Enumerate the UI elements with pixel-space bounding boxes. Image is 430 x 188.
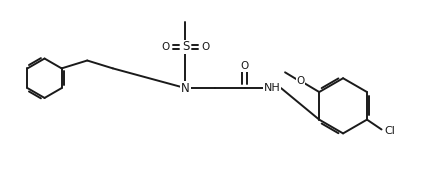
Text: S: S: [182, 40, 189, 53]
Text: NH: NH: [264, 83, 280, 93]
Text: O: O: [162, 42, 170, 52]
Text: O: O: [240, 61, 249, 71]
Text: O: O: [296, 76, 304, 86]
Text: N: N: [181, 82, 190, 95]
Text: O: O: [201, 42, 209, 52]
Text: Cl: Cl: [384, 127, 395, 136]
